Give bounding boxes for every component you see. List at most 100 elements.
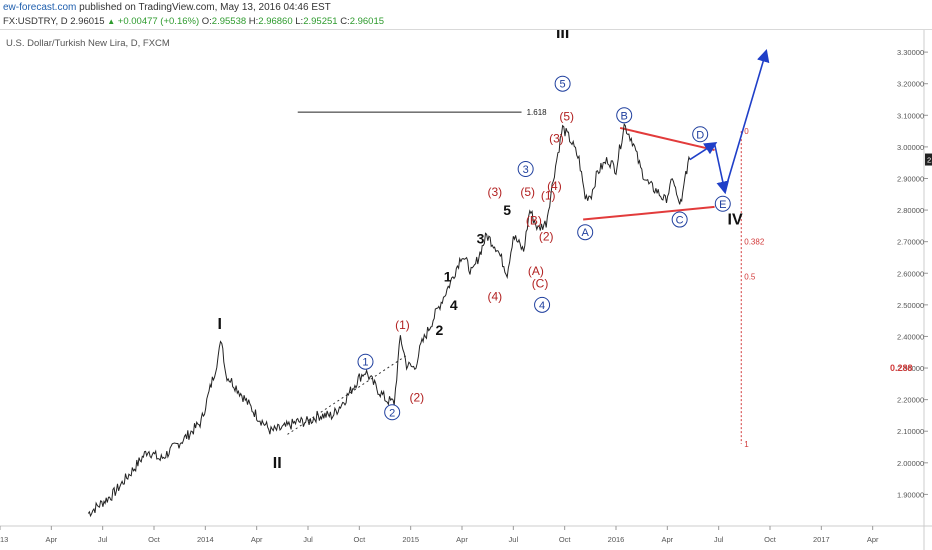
y-tick-label: 2.60000	[897, 269, 924, 278]
wave-label: 5	[503, 202, 511, 218]
ohlc-high: 2.96860	[258, 16, 293, 27]
x-tick-label: Oct	[353, 535, 366, 544]
wave-label-circle	[577, 224, 594, 241]
x-tick-label: Apr	[456, 535, 468, 544]
projection-layer	[689, 49, 770, 195]
x-tick-label: Jul	[714, 535, 724, 544]
wave-label: E	[719, 199, 726, 211]
x-tick-label: 2016	[608, 535, 625, 544]
chart-frame[interactable]: 1.90000 2.00000 2.10000 2.20000 2.30000 2.400…	[0, 30, 932, 550]
y-tick-label: 2.40000	[897, 332, 924, 341]
y-tick-label: 2.10000	[897, 427, 924, 436]
last-price-badge	[925, 153, 932, 166]
publish-line: ew-forecast.com published on TradingView…	[3, 2, 331, 13]
axis-layer: 1.90000 2.00000 2.10000 2.20000 2.30000 2.400…	[0, 30, 932, 550]
wave-label: 2	[389, 407, 395, 419]
wave-label: 1	[444, 268, 452, 284]
x-tick-label: Apr	[251, 535, 263, 544]
wave-label: (1)	[541, 188, 556, 202]
x-tick-label: Jul	[98, 535, 108, 544]
price-chart[interactable]: 1.90000 2.00000 2.10000 2.20000 2.30000 2.400…	[0, 30, 932, 550]
wave-label: 4	[539, 300, 545, 312]
wave-label-circle	[692, 126, 709, 143]
wave-label: (B)	[526, 214, 542, 228]
last-price-badge-text: 2.96015	[927, 156, 932, 165]
x-tick-label: 2013	[0, 535, 8, 544]
wave-label-circle	[554, 75, 571, 92]
price-line	[87, 122, 691, 518]
wave-label: (2)	[539, 229, 554, 243]
quote-line: FX:USDTRY, D 2.96015 ▲ +0.00477 (+0.16%)…	[3, 16, 384, 27]
wave-label: 4	[450, 297, 458, 313]
wave-label: (3)	[549, 131, 564, 145]
wave-label: (1)	[395, 318, 410, 332]
x-tick-label: Apr	[45, 535, 57, 544]
wave-label: A	[582, 227, 590, 239]
ohlc-low: 2.95251	[303, 16, 338, 27]
x-tick-label: 2014	[197, 535, 214, 544]
ohlc-close-key: C:	[340, 16, 350, 27]
y-tick-label: 2.90000	[897, 174, 924, 183]
y-tick-label: 3.10000	[897, 111, 924, 120]
price-change: +0.00477 (+0.16%)	[117, 16, 200, 27]
x-tick-label: Oct	[148, 535, 161, 544]
x-tick-label: 2017	[813, 535, 830, 544]
wave-label: (C)	[532, 277, 549, 291]
wave-label: 3	[523, 164, 529, 176]
y-tick-label: 2.20000	[897, 396, 924, 405]
chart-title: U.S. Dollar/Turkish New Lira, D, FXCM	[6, 38, 170, 49]
ohlc-open: 2.95538	[211, 16, 247, 27]
last-price: 2.96015	[70, 16, 105, 27]
fib-level-label: 1.618	[527, 108, 548, 117]
site-link[interactable]: ew-forecast.com	[3, 2, 77, 13]
wave-label: I	[217, 316, 221, 333]
x-tick-label: Apr	[867, 535, 879, 544]
fib-level-label: 0	[744, 127, 749, 136]
fib-level-label: 0.382	[744, 238, 765, 247]
wave-label: C	[676, 215, 684, 227]
y-tick-label: 3.30000	[897, 48, 924, 57]
header-divider	[0, 29, 932, 30]
wave-label: D	[696, 129, 704, 141]
wave-label: (5)	[520, 185, 535, 199]
y-tick-label: 2.00000	[897, 459, 924, 468]
x-tick-label: Oct	[764, 535, 777, 544]
wave-label-circle	[517, 161, 534, 178]
wave-label: (4)	[488, 289, 503, 303]
channel-trendline	[583, 205, 715, 221]
projection-arrow	[689, 142, 718, 161]
y-tick-label: 3.20000	[897, 80, 924, 89]
wave-label: B	[621, 110, 628, 122]
fib-level-label: 0.288	[890, 363, 913, 373]
wave-label-circle	[384, 404, 401, 421]
wave-label: (3)	[488, 185, 503, 199]
wave-label-circle	[671, 211, 688, 228]
wave-label-circle	[714, 195, 731, 212]
wave-label: (A)	[528, 264, 544, 278]
ohlc-low-key: L:	[295, 16, 304, 27]
fib-level-label: 0.5	[744, 272, 756, 281]
wave-label: IV	[728, 212, 743, 229]
trendline-layer: 1.618 0 0.382 0.5 1 0.288	[287, 108, 913, 449]
x-tick-label: Jul	[509, 535, 519, 544]
x-tick-label: Oct	[559, 535, 572, 544]
wave-label-circle	[616, 107, 633, 124]
wave-label-layer: IIIIIIIVV53142(1)(2)(3)(4)(5)(B)(A)(C)(1…	[217, 30, 743, 472]
y-tick-label: 2.70000	[897, 238, 924, 247]
wave-label: (2)	[409, 390, 424, 404]
wave-label: III	[556, 30, 569, 42]
ohlc-close: 2.96015	[349, 16, 385, 27]
y-tick-label: 2.50000	[897, 301, 924, 310]
wave-label: 2	[436, 322, 444, 338]
ohlc-high-key: H:	[248, 16, 259, 27]
wave-label: 5	[560, 79, 566, 91]
wave-label: (5)	[559, 109, 574, 123]
y-tick-label: 1.90000	[897, 490, 924, 499]
x-tick-label: Jul	[303, 535, 313, 544]
wave-label: II	[273, 455, 282, 472]
y-tick-label: 3.00000	[897, 143, 924, 152]
y-tick-label: 2.80000	[897, 206, 924, 215]
fib-level-label: 1	[744, 440, 749, 449]
wave-label: 1	[362, 357, 368, 369]
wave-label: (4)	[547, 179, 562, 193]
